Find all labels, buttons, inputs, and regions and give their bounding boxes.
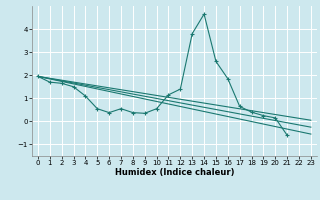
X-axis label: Humidex (Indice chaleur): Humidex (Indice chaleur) (115, 168, 234, 177)
